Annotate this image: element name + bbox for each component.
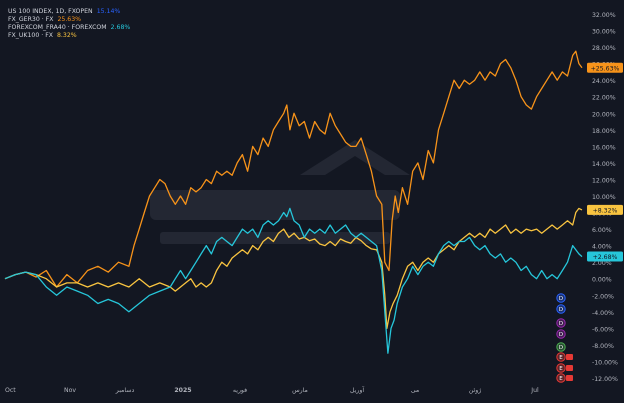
- y-tick-label: 12.00%: [592, 177, 616, 184]
- x-tick-label: Nov: [64, 387, 76, 394]
- series-line-2: [4, 207, 583, 354]
- x-axis: Oct Nov دسامبر 2025 فوریه مارس آوریل می ژوئن Jul: [5, 385, 539, 394]
- event-marker-label: D: [559, 332, 563, 338]
- y-tick-label: 14.00%: [592, 161, 616, 168]
- x-tick-label: فوریه: [233, 387, 247, 394]
- event-marker-label: E: [559, 376, 563, 382]
- event-marker-label: D: [559, 345, 563, 351]
- legend-label[interactable]: US 100 INDEX, 1D, FXOPEN: [8, 8, 93, 15]
- y-tick-label: -4.00%: [592, 310, 614, 317]
- legend-value: 8.32%: [57, 32, 77, 39]
- y-tick-label: -8.00%: [592, 343, 614, 350]
- y-tick-label: -2.00%: [592, 293, 614, 300]
- event-marker[interactable]: [556, 318, 566, 328]
- plot-series-layer: [4, 50, 583, 354]
- legend-label[interactable]: FX_UK100 · FX: [8, 32, 54, 39]
- x-tick-label: ژوئن: [469, 387, 481, 394]
- legend-value: 25.63%: [57, 16, 81, 23]
- x-tick-label: دسامبر: [115, 387, 135, 394]
- event-marker-label: D: [559, 296, 563, 302]
- y-tick-label: 24.00%: [592, 78, 616, 85]
- price-badge-label: +25.63%: [591, 65, 620, 72]
- y-tick-label: 28.00%: [592, 45, 616, 52]
- event-marker[interactable]: [556, 342, 566, 352]
- legend-label[interactable]: FOREXCOM_FRA40 · FOREXCOM: [8, 24, 107, 31]
- price-badge: [587, 204, 623, 215]
- legend-label[interactable]: FX_GER30 · FX: [8, 16, 54, 23]
- event-marker[interactable]: [556, 363, 566, 373]
- y-tick-label: -12.00%: [592, 376, 618, 383]
- y-tick-label: 32.00%: [592, 12, 616, 19]
- price-badges: +25.63% +8.32% +2.68%: [587, 62, 623, 262]
- earnings-flag-icon: [566, 375, 573, 381]
- event-marker[interactable]: [556, 352, 566, 362]
- x-tick-label: Jul: [530, 387, 539, 394]
- x-tick-label: Oct: [5, 387, 16, 394]
- event-marker-label: E: [559, 355, 563, 361]
- x-tick-label: 2025: [174, 387, 191, 394]
- legend: US 100 INDEX, 1D, FXOPEN 15.14% FX_GER30 ·…: [8, 8, 130, 39]
- y-tick-label: 0.00%: [592, 277, 612, 284]
- y-tick-label: 2.00%: [592, 260, 612, 267]
- price-badge-label: +2.68%: [593, 254, 618, 261]
- y-tick-label: -10.00%: [592, 359, 618, 366]
- y-tick-label: 16.00%: [592, 144, 616, 151]
- series-line-0: [4, 50, 583, 288]
- event-marker-label: E: [559, 366, 563, 372]
- y-tick-label: 6.00%: [592, 227, 612, 234]
- series-line-1: [4, 207, 583, 330]
- event-marker-label: D: [559, 321, 563, 327]
- legend-value: 15.14%: [97, 8, 121, 15]
- x-tick-label: آوریل: [350, 385, 364, 394]
- event-marker[interactable]: [556, 293, 566, 303]
- price-badge: [587, 62, 623, 73]
- y-tick-label: -6.00%: [592, 326, 614, 333]
- event-marker[interactable]: [556, 304, 566, 314]
- event-marker-label: D: [559, 307, 563, 313]
- event-marker[interactable]: [556, 329, 566, 339]
- y-tick-label: 18.00%: [592, 128, 616, 135]
- price-badge-label: +8.32%: [593, 207, 618, 214]
- x-tick-label: می: [411, 387, 419, 394]
- x-tick-label: مارس: [292, 387, 308, 394]
- y-tick-label: 30.00%: [592, 29, 616, 36]
- y-tick-label: 22.00%: [592, 95, 616, 102]
- earnings-flag-icon: [566, 365, 573, 371]
- y-tick-label: 10.00%: [592, 194, 616, 201]
- y-tick-label: 4.00%: [592, 244, 612, 251]
- y-tick-label: 20.00%: [592, 111, 616, 118]
- price-badge: [587, 251, 623, 262]
- legend-value: 2.68%: [111, 24, 131, 31]
- event-marker[interactable]: [556, 373, 566, 383]
- earnings-flag-icon: [566, 354, 573, 360]
